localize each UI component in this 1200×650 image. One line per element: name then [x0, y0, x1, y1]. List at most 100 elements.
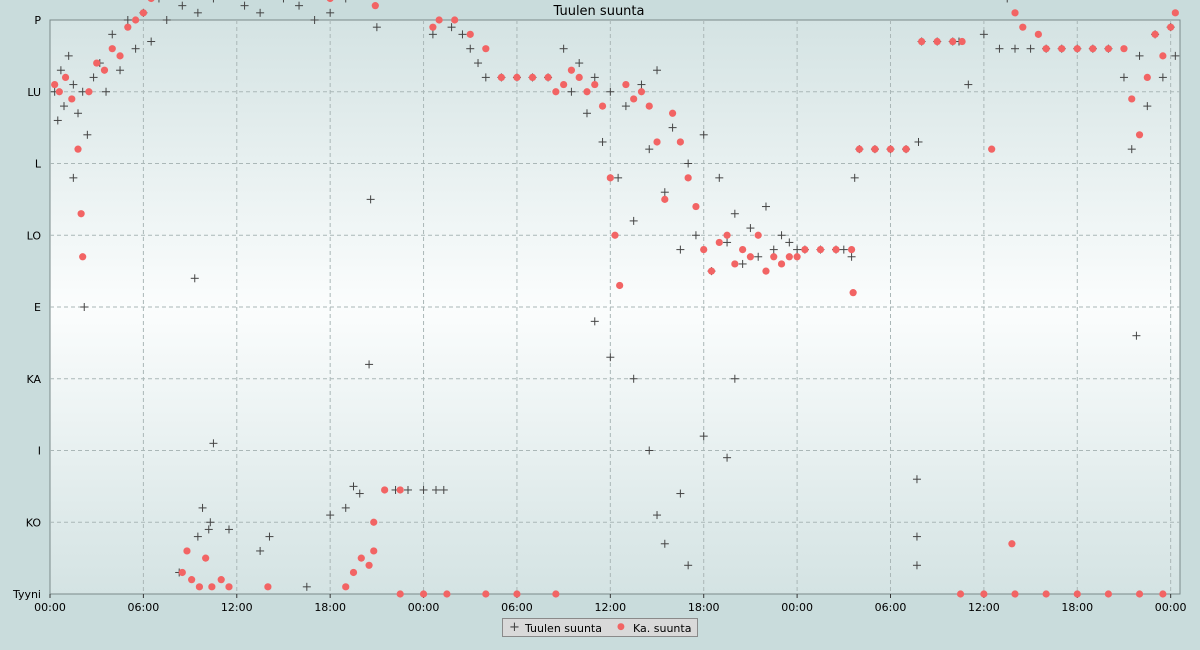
plus-marker [240, 1, 249, 10]
plus-marker [466, 44, 475, 53]
plus-marker [256, 546, 265, 555]
plus-marker [1158, 73, 1167, 82]
plus-marker [372, 23, 381, 32]
avg-direction-point [371, 2, 379, 10]
plus-marker [69, 80, 78, 89]
avg-direction-point [770, 253, 778, 261]
plus-marker [131, 44, 140, 53]
avg-direction-point [1171, 9, 1179, 17]
avg-direction-point [637, 88, 646, 96]
plus-marker [158, 0, 160, 3]
plus-marker [458, 30, 467, 39]
plus-marker [282, 0, 284, 3]
plus-marker [355, 489, 364, 498]
plus-marker [60, 102, 69, 111]
avg-direction-point [918, 37, 926, 46]
avg-direction-point [762, 267, 770, 275]
plus-marker [212, 0, 214, 3]
plus-marker [1143, 102, 1152, 111]
avg-direction-point [1073, 45, 1081, 53]
avg-direction-point [68, 95, 76, 103]
avg-direction-point [1159, 52, 1167, 60]
legend-label: Ka. suunta [633, 622, 692, 635]
plus-marker [1119, 73, 1128, 82]
avg-direction-point [956, 590, 965, 598]
avg-direction-point [855, 145, 863, 153]
avg-direction-point [147, 0, 155, 3]
plus-marker [964, 80, 973, 89]
avg-direction-point [451, 16, 459, 24]
avg-direction-point [497, 73, 505, 81]
avg-direction-point [108, 45, 116, 53]
plus-marker [699, 130, 708, 139]
avg-direction-point [591, 80, 599, 89]
plus-marker [366, 195, 375, 204]
plus-marker [912, 532, 921, 541]
plus-marker [653, 66, 662, 75]
plus-marker [349, 482, 358, 491]
avg-direction-point [622, 80, 630, 89]
plus-marker [723, 453, 732, 462]
legend: + Tuulen suunta ● Ka. suunta [502, 618, 698, 637]
plus-marker [691, 231, 700, 240]
avg-direction-point [902, 145, 910, 153]
avg-direction-point [816, 246, 825, 254]
y-tick-label: L [35, 158, 42, 171]
plus-marker [178, 1, 187, 10]
avg-direction-point [419, 590, 428, 598]
plus-marker [80, 303, 89, 311]
avg-direction-point [1042, 590, 1050, 598]
plus-marker [738, 259, 747, 268]
avg-direction-point [988, 145, 996, 153]
avg-direction-point [349, 568, 358, 577]
chart-title: Tuulen suunta [553, 4, 645, 19]
avg-direction-point [183, 547, 191, 555]
plus-marker [147, 37, 156, 46]
avg-direction-point [606, 174, 614, 182]
x-tick-label: 06:00 [128, 601, 160, 614]
plus-marker [432, 485, 441, 494]
plus-marker [746, 224, 755, 233]
avg-direction-point [616, 281, 624, 290]
plus-marker [914, 137, 923, 146]
avg-direction-point [731, 260, 739, 268]
avg-direction-point [692, 202, 700, 211]
plus-marker [847, 252, 856, 261]
plus-marker [575, 59, 584, 68]
plus-marker [684, 561, 693, 570]
y-tick-label: KO [26, 516, 42, 529]
x-tick-label: 00:00 [1155, 601, 1187, 614]
avg-direction-point [357, 554, 365, 562]
avg-direction-point [1011, 590, 1019, 598]
plus-marker [668, 123, 677, 132]
avg-direction-point [661, 195, 669, 203]
plus-marker [265, 532, 274, 541]
avg-direction-point [217, 576, 225, 584]
plus-marker [567, 87, 576, 96]
plus-marker [123, 16, 132, 24]
avg-direction-point [51, 80, 59, 89]
plus-marker [102, 87, 111, 96]
avg-direction-point [513, 73, 521, 81]
plus-marker [850, 173, 859, 182]
plus-marker-icon: + [509, 620, 520, 635]
plus-marker [419, 485, 428, 494]
avg-direction-point [1073, 590, 1081, 598]
avg-direction-point [777, 260, 786, 268]
avg-direction-point [85, 88, 93, 96]
avg-direction-point [1104, 590, 1113, 598]
avg-direction-point [482, 590, 490, 598]
plus-marker [295, 1, 304, 10]
avg-direction-point [116, 52, 124, 60]
plus-marker [660, 188, 669, 197]
plus-marker [629, 374, 638, 383]
plus-marker [912, 475, 921, 484]
plus-marker [64, 51, 73, 60]
avg-direction-point [544, 73, 552, 81]
plus-marker [341, 503, 350, 512]
avg-direction-point [429, 23, 437, 31]
avg-direction-point [849, 289, 857, 297]
plus-marker [447, 23, 456, 32]
plus-marker [53, 116, 62, 125]
avg-direction-point [188, 576, 196, 584]
